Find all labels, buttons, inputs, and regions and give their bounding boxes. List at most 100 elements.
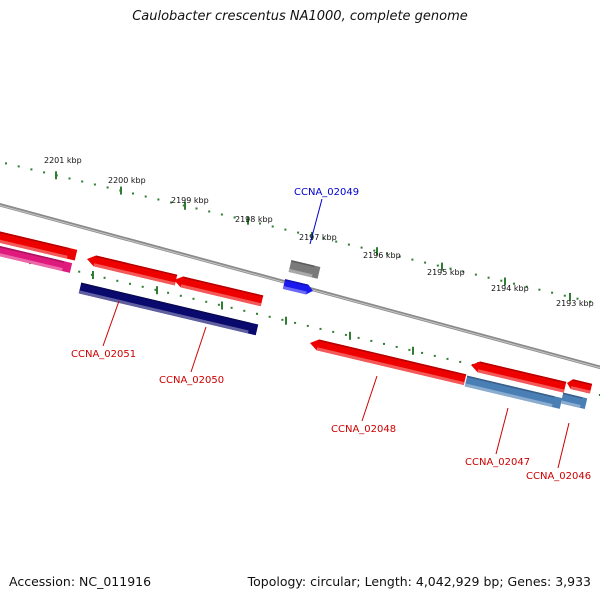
scale-dot [563,294,566,297]
scale-dot [449,267,452,270]
scale-dot [90,273,93,276]
gene-feature-blue [282,279,313,295]
scale-dot [17,165,20,168]
topology-summary: Topology: circular; Length: 4,042,929 bp… [247,574,591,589]
scale-dot [332,330,335,333]
gene-arrow-red [310,339,467,386]
scale-dot [424,261,427,264]
gene-feature-pink-edge [0,245,65,263]
scale-dot [309,234,312,237]
scale-dot [370,339,373,342]
scale-dot [474,273,477,276]
gene-feature-steelblue [464,375,563,409]
gene-feature-steelblue-edge [466,375,555,398]
scale-dot [195,207,198,210]
scale-dot [294,321,297,324]
scale-dot [217,303,220,306]
accession-label: Accession: NC_011916 [9,574,152,589]
scale-dot [408,348,411,351]
gene-feature-steelblue-edge [562,392,583,399]
scale-dot [256,312,258,315]
scale-dot [398,255,401,258]
scale-dot [598,394,600,396]
gene-label: CCNA_02049 [294,187,359,198]
scale-label: 2197 kbp [299,233,337,242]
scale-dot [167,291,170,294]
gene-label-leader [309,198,323,245]
gene-feature-gray-body [288,260,321,279]
scale-dot [157,198,160,201]
gene-label: CCNA_02048 [331,424,396,435]
scale-dot [243,309,246,312]
gene-arrow-red-bevel [180,284,262,307]
gene-arrow-red-edge [182,276,264,297]
gene-label-leader [495,407,509,455]
gene-feature-navy-bevel [78,290,249,334]
scale-label: 2193 kbp [556,299,594,308]
scale-dot [373,249,376,252]
scale-dot [170,201,173,204]
gene-feature-gray-bevel [288,268,313,278]
scale-dot [576,297,579,300]
gene-label: CCNA_02046 [526,471,591,482]
scale-dot [233,216,236,219]
gene-label-leader [557,422,570,469]
scale-dot [230,306,233,309]
scale-dot [347,243,350,246]
scale-dot [436,264,439,267]
scale-dot [335,240,338,243]
scale-dot [192,297,195,300]
scale-dot [205,300,208,303]
scale-dot [129,282,131,285]
gene-arrow-red [0,230,78,261]
scale-dot [421,351,424,354]
scale-dot [284,228,287,231]
scale-dot [500,279,503,282]
scale-dot [433,354,436,357]
scale-dot [322,237,325,240]
gene-feature-pink [0,245,73,273]
scale-dot [306,324,309,327]
gene-arrow-red [174,276,264,307]
scale-dot [154,288,157,291]
scale-label: 2201 kbp [44,156,82,165]
scale-dot [220,213,223,216]
gene-arrow-red [567,379,593,394]
gene-arrow-red-edge [572,379,593,386]
scale-dot [106,186,109,189]
gene-feature-steelblue-body [464,375,563,409]
scale-dot [271,225,274,228]
gene-feature-steelblue-body [560,392,588,410]
scale-dot [281,318,284,321]
scale-dot [144,195,147,198]
gene-label: CCNA_02051 [71,349,136,360]
scale-label: 2194 kbp [491,284,529,293]
scale-dot [551,291,554,294]
scale-dot [319,327,322,330]
scale-dot [462,270,465,273]
scale-dot [297,231,300,234]
gene-arrow-red-body [0,230,78,261]
gene-arrow-red [87,255,178,286]
scale-label: 2196 kbp [363,251,401,260]
scale-dot [116,279,119,282]
gene-feature-navy-edge [80,282,251,325]
gene-arrow-red-bevel [316,347,465,386]
gene-arrow-red [471,361,567,393]
gene-arrow-red-bevel [477,369,565,393]
scale-dot [395,345,398,348]
gene-arrow-red-edge [95,255,178,277]
scale-dot [383,342,385,345]
scale-label: 2195 kbp [427,268,465,277]
gene-feature-steelblue [560,392,588,410]
scale-dot [93,183,96,186]
gene-feature-steelblue-bevel [464,383,553,407]
scale-dot [344,333,347,336]
scale-dot [513,282,515,285]
scale-dot [30,168,33,171]
scale-dot [182,204,185,207]
gene-arrow-red-bevel [570,386,591,394]
scale-dot [208,210,211,213]
scale-label: 2199 kbp [171,196,209,205]
